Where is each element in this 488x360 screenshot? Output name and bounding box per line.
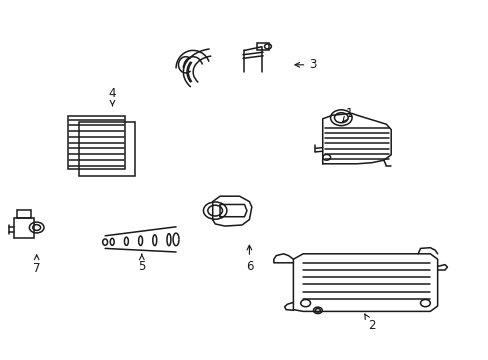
Bar bbox=[79, 122, 135, 176]
Text: 2: 2 bbox=[364, 314, 375, 332]
Bar bbox=[68, 116, 124, 169]
Text: 7: 7 bbox=[33, 255, 41, 275]
Bar bbox=[256, 43, 268, 50]
Bar bbox=[17, 210, 31, 218]
Text: 4: 4 bbox=[108, 87, 116, 106]
Text: 3: 3 bbox=[294, 58, 316, 71]
Bar bbox=[14, 218, 34, 238]
Text: 6: 6 bbox=[245, 245, 253, 273]
Text: 1: 1 bbox=[342, 107, 353, 122]
Text: 5: 5 bbox=[138, 254, 145, 273]
